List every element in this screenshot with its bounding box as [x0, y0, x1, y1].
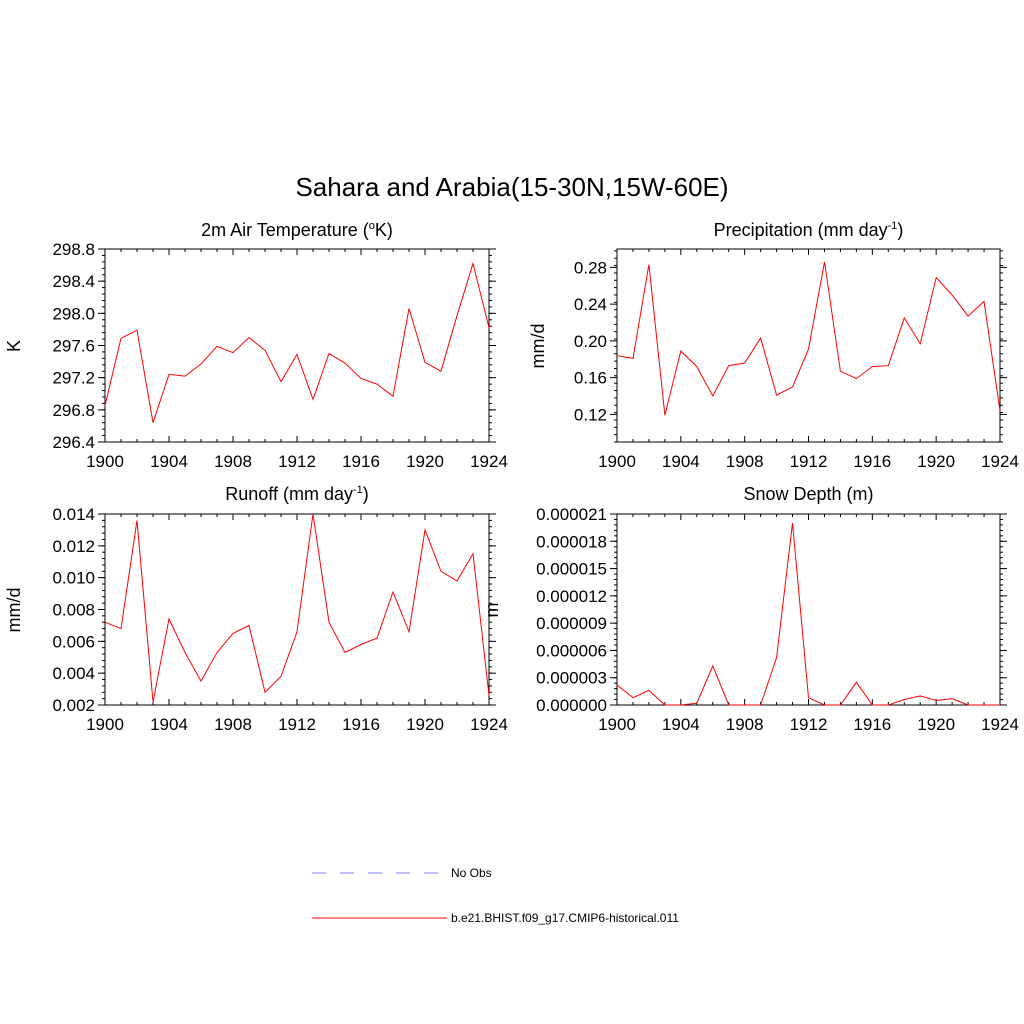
panel-title: Snow Depth (m) [743, 484, 873, 504]
x-tick-label: 1912 [790, 715, 828, 734]
y-tick-label: 0.000003 [536, 669, 607, 688]
series-line [616, 261, 1001, 416]
series-line [104, 513, 490, 702]
x-tick-label: 1912 [278, 452, 316, 471]
panel-title-main: 2m Air Temperature ( [201, 220, 369, 240]
y-tick-label: 0.002 [52, 696, 95, 715]
x-tick-label: 1920 [406, 715, 444, 734]
series-line [104, 261, 490, 423]
panel-title-superscript: o [369, 220, 375, 232]
y-tick-label: 0.014 [52, 505, 95, 524]
y-axis-label: mm/d [528, 324, 548, 369]
panel-title: Precipitation (mm day-1) [714, 220, 904, 240]
plot-frame [104, 513, 490, 706]
panel-title-superscript: -1 [888, 220, 898, 232]
x-tick-label: 1908 [214, 452, 252, 471]
panel-title-main: Precipitation (mm day [714, 220, 888, 240]
x-tick-label: 1924 [470, 715, 508, 734]
y-tick-label: 0.000006 [536, 641, 607, 660]
chart-panel-2: Precipitation (mm day-1) mm/d 1900 1904 1908… [528, 220, 1019, 471]
panel-title-tail: K) [375, 220, 393, 240]
y-tick-label: 297.6 [52, 337, 95, 356]
x-tick-label: 1916 [853, 715, 891, 734]
y-tick-label: 0.008 [52, 601, 95, 620]
panel-title-tail: ) [363, 484, 369, 504]
y-tick-label: 0.000018 [536, 532, 607, 551]
chart-panel-4: Snow Depth (m) m 1900 1904 1908 1912 1916 1920 1… [482, 484, 1019, 734]
x-tick-label: 1904 [150, 715, 188, 734]
chart-panel-3: Runoff (mm day-1) mm/d 1900 1904 1908 1912 191… [4, 484, 508, 734]
y-tick-label: 0.000009 [536, 614, 607, 633]
panel-title-main: Runoff (mm day [225, 484, 353, 504]
y-tick-label: 0.000000 [536, 696, 607, 715]
y-tick-label: 297.2 [52, 369, 95, 388]
y-tick-label: 0.000021 [536, 505, 607, 524]
y-tick-label: 0.12 [574, 405, 607, 424]
x-tick-label: 1904 [662, 452, 700, 471]
panel-title: 2m Air Temperature (oK) [201, 220, 393, 240]
y-tick-label: 0.20 [574, 332, 607, 351]
panel-title-main: Snow Depth (m) [743, 484, 873, 504]
y-tick-label: 296.4 [52, 433, 95, 452]
legend: No Obs b.e21.BHIST.f09_g17.CMIP6-histori… [312, 866, 679, 925]
y-tick-label: 298.0 [52, 304, 95, 323]
plot-frame [616, 513, 1001, 706]
y-tick-label: 0.28 [574, 258, 607, 277]
y-tick-label: 0.16 [574, 369, 607, 388]
y-tick-label: 0.000015 [536, 560, 607, 579]
y-axis-label: K [4, 340, 24, 352]
x-tick-label: 1916 [342, 452, 380, 471]
y-tick-label: 0.004 [52, 664, 95, 683]
y-tick-label: 296.8 [52, 401, 95, 420]
y-tick-label: 298.8 [52, 240, 95, 259]
x-tick-label: 1900 [86, 452, 124, 471]
y-tick-label: 0.24 [574, 295, 607, 314]
chart-panel-1: 2m Air Temperature (oK) K 1900 1904 1908 1912… [4, 220, 508, 471]
x-tick-label: 1924 [981, 715, 1019, 734]
panel-title: Runoff (mm day-1) [225, 484, 369, 504]
x-tick-label: 1900 [86, 715, 124, 734]
y-tick-label: 298.4 [52, 272, 95, 291]
x-tick-label: 1916 [853, 452, 891, 471]
main-title: Sahara and Arabia(15-30N,15W-60E) [295, 172, 728, 202]
x-tick-label: 1904 [662, 715, 700, 734]
panel-title-tail: ) [897, 220, 903, 240]
y-tick-label: 0.006 [52, 632, 95, 651]
x-tick-label: 1916 [342, 715, 380, 734]
x-tick-label: 1908 [726, 452, 764, 471]
y-tick-label: 0.010 [52, 569, 95, 588]
y-tick-label: 0.012 [52, 537, 95, 556]
x-tick-label: 1924 [981, 452, 1019, 471]
x-tick-label: 1920 [406, 452, 444, 471]
panels: 2m Air Temperature (oK) K 1900 1904 1908 1912… [4, 220, 1019, 734]
x-tick-label: 1912 [790, 452, 828, 471]
x-tick-label: 1912 [278, 715, 316, 734]
x-tick-label: 1904 [150, 452, 188, 471]
x-tick-label: 1900 [598, 715, 636, 734]
legend-model-label: b.e21.BHIST.f09_g17.CMIP6-historical.011 [451, 911, 679, 925]
x-tick-label: 1900 [598, 452, 636, 471]
x-tick-label: 1908 [726, 715, 764, 734]
x-tick-label: 1920 [917, 715, 955, 734]
panel-title-superscript: -1 [353, 484, 363, 496]
y-axis-label: m [482, 603, 502, 618]
y-axis-label: mm/d [4, 588, 24, 633]
y-tick-label: 0.000012 [536, 587, 607, 606]
x-tick-label: 1908 [214, 715, 252, 734]
legend-obs-label: No Obs [451, 866, 492, 880]
plot-frame [104, 248, 490, 443]
x-tick-label: 1920 [917, 452, 955, 471]
plot-frame [616, 248, 1001, 443]
x-tick-label: 1924 [470, 452, 508, 471]
series-line [616, 523, 1000, 706]
